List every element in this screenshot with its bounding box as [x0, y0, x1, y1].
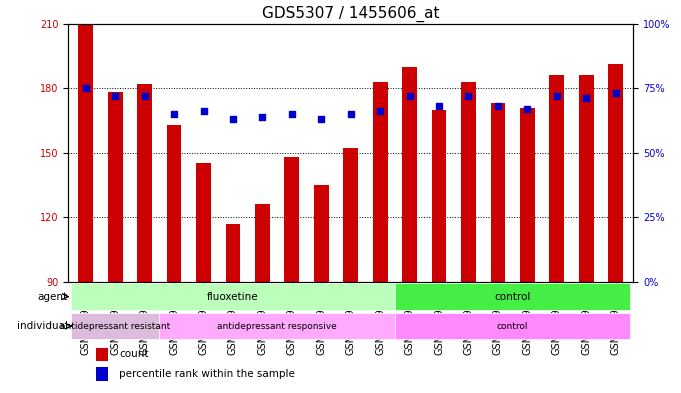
- Bar: [97, 367, 108, 381]
- Bar: [490, 103, 505, 282]
- Point: [198, 108, 209, 114]
- Text: control: control: [497, 321, 528, 331]
- Point: [169, 111, 180, 117]
- Point: [610, 90, 621, 96]
- Point: [375, 108, 385, 114]
- FancyBboxPatch shape: [71, 283, 395, 310]
- Bar: [343, 149, 358, 282]
- Bar: [461, 82, 476, 282]
- FancyBboxPatch shape: [395, 283, 631, 310]
- FancyBboxPatch shape: [395, 313, 631, 340]
- Text: control: control: [494, 292, 530, 301]
- Point: [581, 95, 592, 102]
- Text: antidepressant resistant: antidepressant resistant: [60, 321, 170, 331]
- Bar: [373, 82, 387, 282]
- Bar: [314, 185, 329, 282]
- Point: [139, 93, 150, 99]
- Point: [110, 93, 121, 99]
- Bar: [108, 92, 123, 282]
- Bar: [285, 157, 299, 282]
- Text: count: count: [119, 349, 148, 359]
- Bar: [78, 24, 93, 282]
- Bar: [225, 224, 240, 282]
- Point: [257, 114, 268, 120]
- Text: antidepressant responsive: antidepressant responsive: [217, 321, 337, 331]
- Point: [434, 103, 445, 109]
- Point: [287, 111, 298, 117]
- Bar: [255, 204, 270, 282]
- FancyBboxPatch shape: [71, 313, 159, 340]
- FancyBboxPatch shape: [159, 313, 395, 340]
- Bar: [167, 125, 181, 282]
- Point: [463, 93, 474, 99]
- Point: [404, 93, 415, 99]
- Bar: [402, 67, 417, 282]
- Point: [552, 93, 563, 99]
- Bar: [196, 163, 211, 282]
- Bar: [138, 84, 152, 282]
- Point: [80, 85, 91, 91]
- Bar: [520, 108, 535, 282]
- Text: agent: agent: [37, 292, 67, 301]
- Bar: [608, 64, 623, 282]
- Point: [227, 116, 238, 122]
- Title: GDS5307 / 1455606_at: GDS5307 / 1455606_at: [262, 6, 439, 22]
- Text: fluoxetine: fluoxetine: [207, 292, 259, 301]
- Text: percentile rank within the sample: percentile rank within the sample: [119, 369, 295, 379]
- Bar: [97, 347, 108, 361]
- Bar: [432, 110, 446, 282]
- Text: individual: individual: [16, 321, 67, 331]
- Point: [345, 111, 356, 117]
- Bar: [550, 75, 564, 282]
- Point: [316, 116, 327, 122]
- Bar: [579, 75, 594, 282]
- Point: [522, 106, 533, 112]
- Point: [492, 103, 503, 109]
